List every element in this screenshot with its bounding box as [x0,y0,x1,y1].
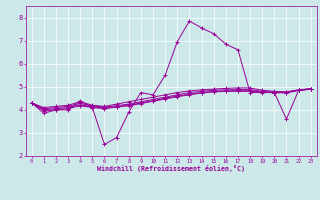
X-axis label: Windchill (Refroidissement éolien,°C): Windchill (Refroidissement éolien,°C) [97,165,245,172]
